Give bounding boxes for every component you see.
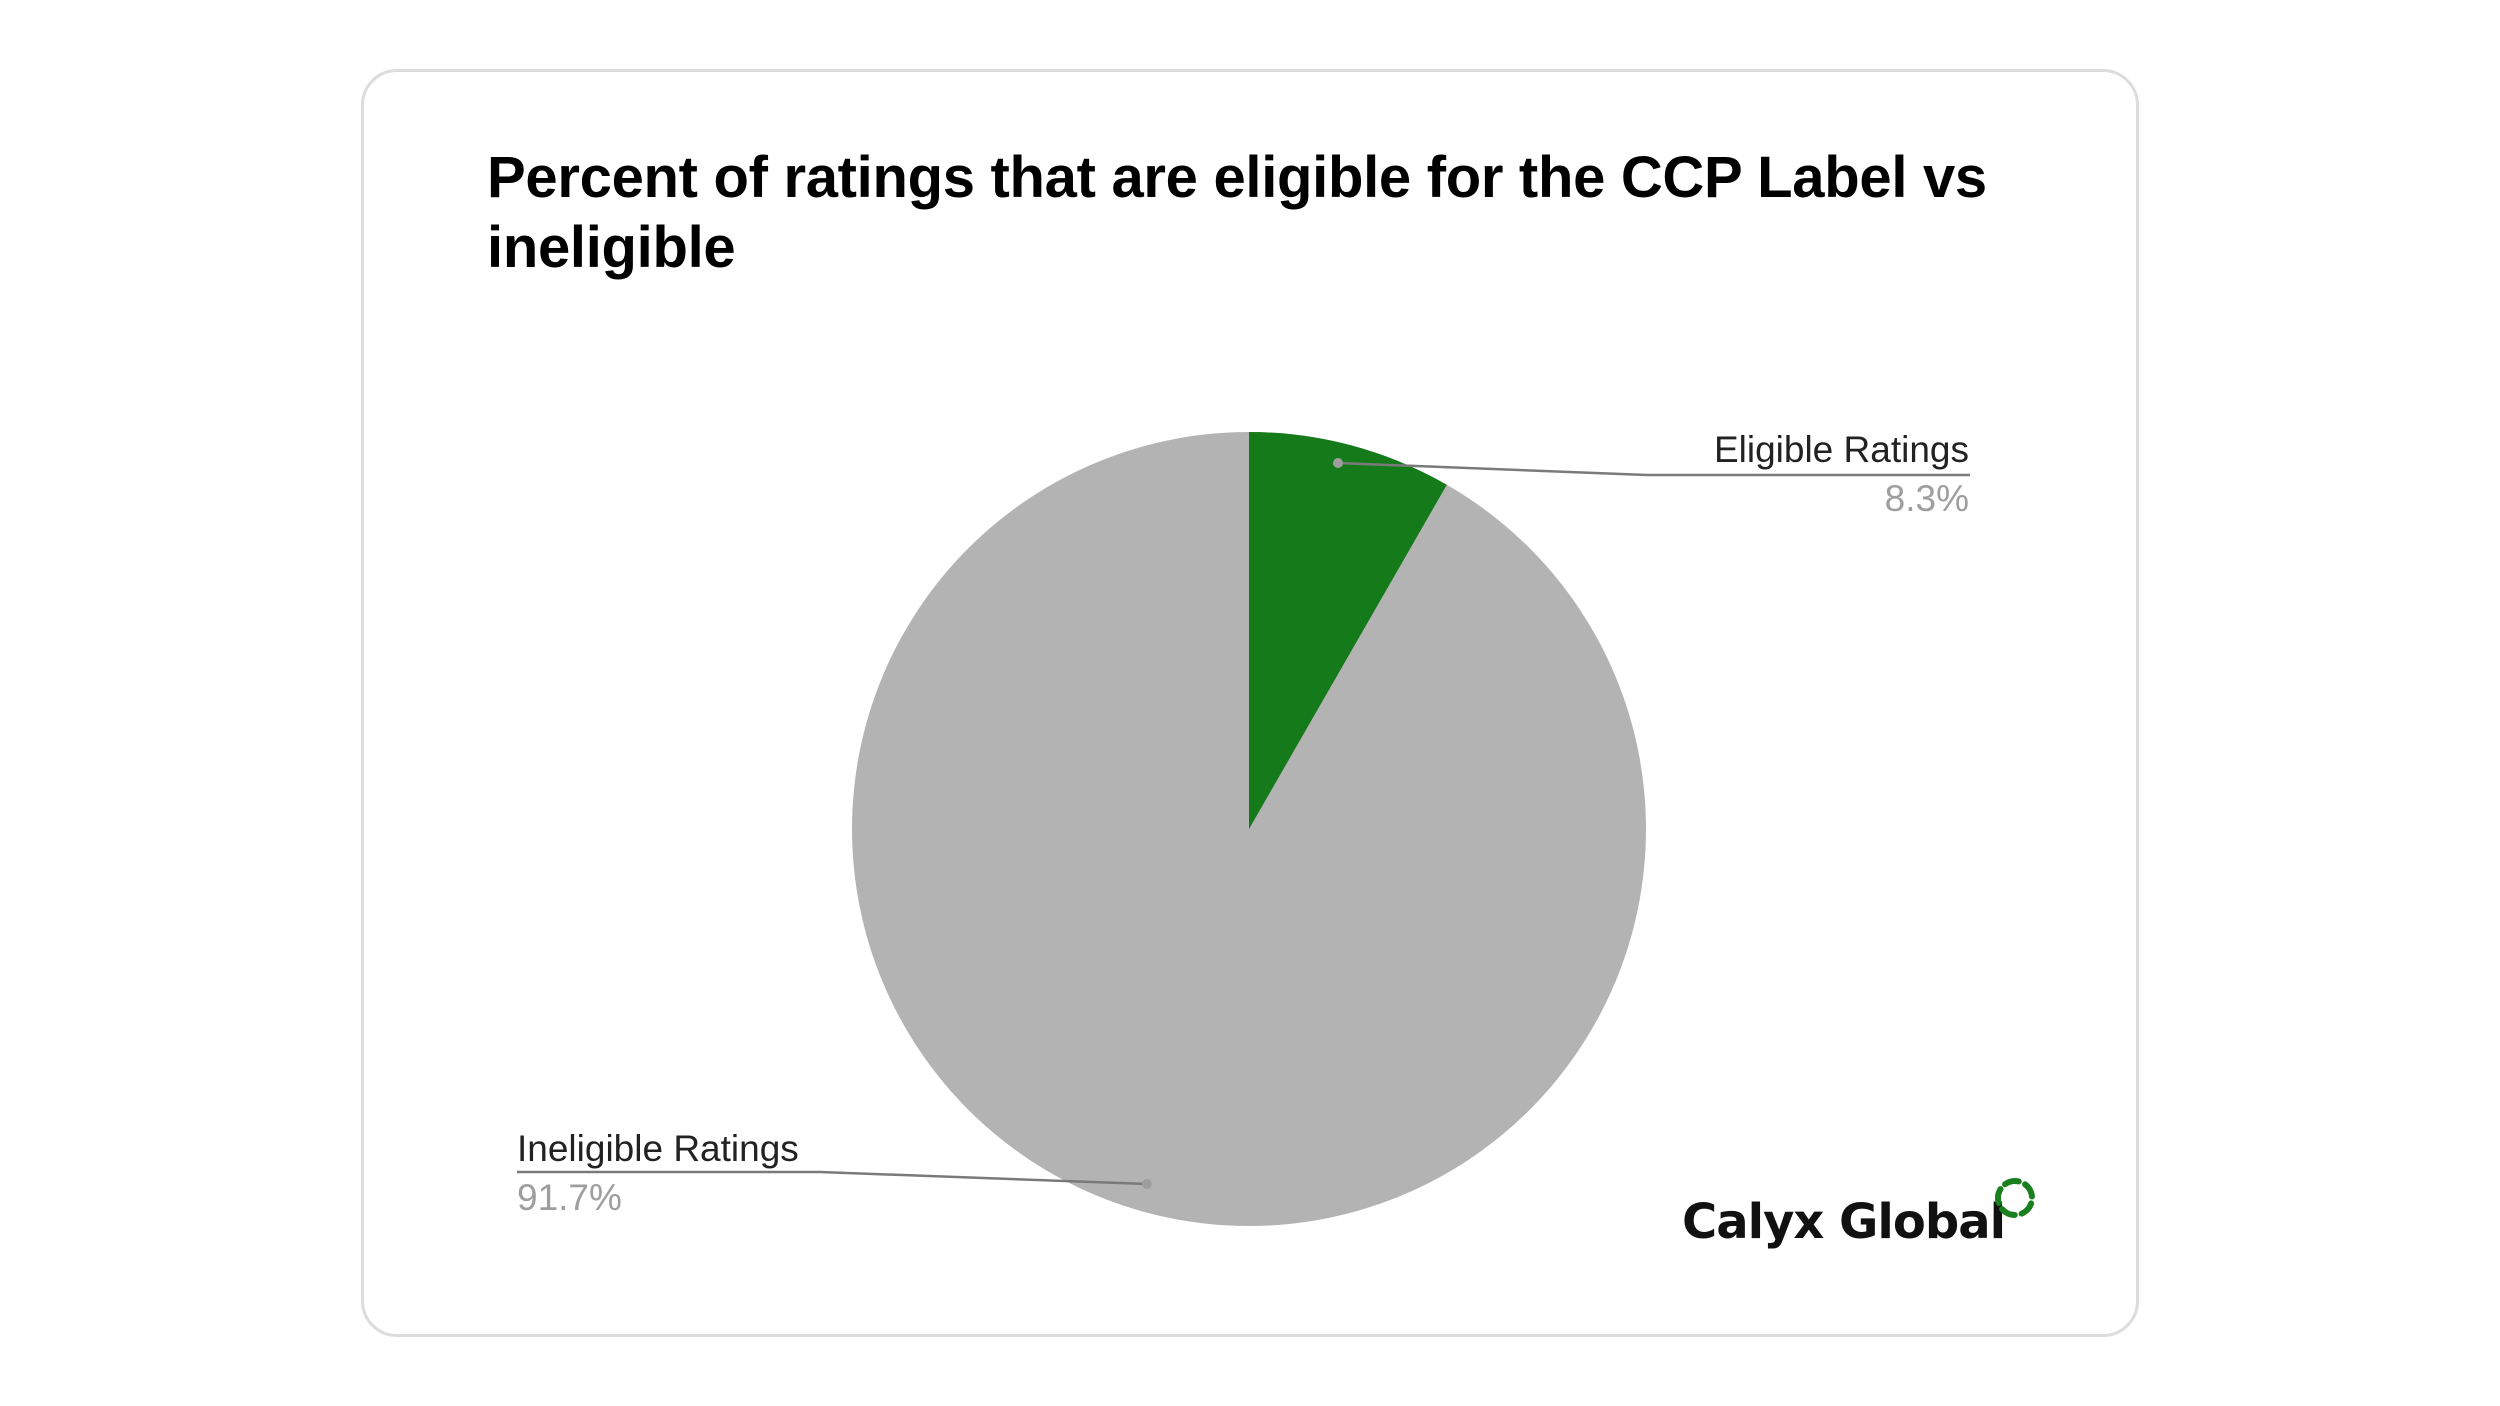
dashed-ring-icon <box>1995 1178 2035 1218</box>
ineligible-leader-line <box>517 1170 1148 1186</box>
eligible-leader-dot <box>1333 458 1343 468</box>
pie-slice-eligible[interactable] <box>1249 432 1447 829</box>
ineligible-label-group: Ineligible Ratings 91.7% <box>517 1128 1152 1218</box>
eligible-leader-line <box>1337 461 1970 477</box>
eligible-label-value: 8.3% <box>1885 478 1969 519</box>
chart-title: Percent of ratings that are eligible for… <box>487 145 1987 280</box>
brand-logo-text: Calyx Global <box>1682 1194 2006 1250</box>
eligible-label-group: Eligible Ratings 8.3% <box>1333 429 1970 519</box>
ineligible-label-value: 91.7% <box>517 1177 622 1218</box>
eligible-label-name: Eligible Ratings <box>1714 429 1969 470</box>
ineligible-leader-dot <box>1142 1179 1152 1189</box>
ineligible-label-name: Ineligible Ratings <box>517 1128 799 1169</box>
